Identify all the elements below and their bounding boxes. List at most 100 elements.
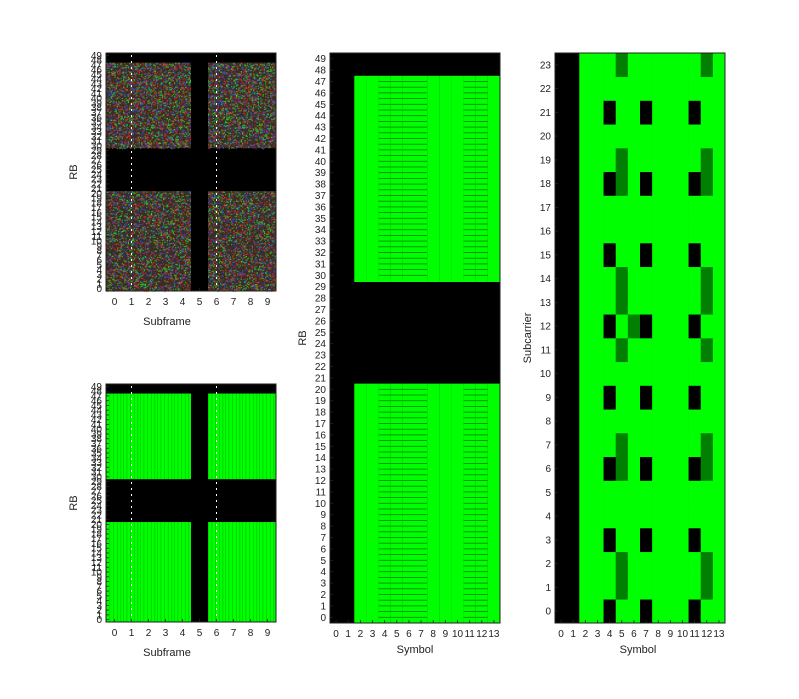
noise-sample	[107, 271, 109, 273]
noise-sample	[183, 256, 185, 258]
noise-sample	[184, 271, 187, 274]
noise-sample	[152, 263, 154, 265]
noise-sample	[164, 285, 166, 288]
noise-sample	[183, 245, 185, 248]
noise-sample	[163, 142, 165, 144]
noise-sample	[130, 234, 132, 236]
noise-sample	[160, 263, 162, 266]
noise-sample	[119, 228, 121, 230]
noise-sample	[136, 262, 138, 264]
noise-sample	[144, 236, 147, 238]
noise-sample	[182, 237, 184, 239]
noise-sample	[140, 252, 142, 254]
noise-sample	[140, 197, 142, 200]
noise-sample	[127, 209, 130, 212]
noise-sample	[160, 267, 162, 269]
noise-sample	[152, 191, 154, 193]
noise-sample	[141, 108, 143, 110]
noise-sample	[142, 110, 144, 112]
noise-sample	[171, 223, 173, 226]
noise-sample	[121, 221, 123, 223]
noise-sample	[115, 196, 117, 198]
noise-sample	[119, 134, 121, 136]
noise-sample	[149, 260, 151, 262]
noise-sample	[137, 216, 139, 218]
noise-sample	[153, 220, 155, 222]
noise-sample	[108, 243, 110, 245]
noise-sample	[167, 205, 170, 207]
noise-sample	[116, 72, 119, 75]
noise-sample	[149, 134, 151, 136]
noise-sample	[147, 218, 149, 221]
noise-sample	[152, 203, 154, 206]
noise-sample	[166, 205, 168, 207]
noise-sample	[147, 210, 149, 212]
noise-sample	[115, 229, 117, 232]
noise-sample	[176, 240, 178, 243]
noise-sample	[167, 124, 170, 126]
noise-sample	[114, 108, 116, 110]
noise-sample	[116, 247, 119, 249]
noise-sample	[119, 69, 121, 72]
noise-sample	[155, 233, 157, 235]
noise-sample	[119, 81, 121, 84]
noise-sample	[130, 147, 132, 150]
noise-sample	[131, 248, 133, 250]
noise-sample	[178, 249, 181, 251]
noise-sample	[147, 108, 149, 110]
noise-sample	[150, 273, 153, 275]
noise-sample	[141, 207, 143, 209]
noise-sample	[169, 86, 171, 89]
noise-sample	[153, 92, 155, 94]
noise-sample	[150, 256, 153, 259]
noise-sample	[144, 87, 147, 89]
noise-sample	[132, 252, 134, 254]
noise-sample	[120, 63, 122, 65]
noise-sample	[114, 272, 116, 274]
noise-sample	[165, 75, 167, 77]
noise-sample	[107, 279, 109, 281]
noise-sample	[153, 134, 155, 136]
noise-sample	[142, 94, 144, 96]
noise-sample	[158, 134, 160, 136]
noise-sample	[155, 140, 157, 143]
noise-sample	[138, 115, 140, 117]
noise-sample	[118, 193, 120, 195]
noise-sample	[142, 145, 144, 147]
noise-sample	[108, 111, 110, 114]
noise-sample	[186, 259, 188, 262]
noise-sample	[142, 96, 144, 98]
noise-sample	[108, 286, 110, 288]
noise-sample	[135, 115, 137, 117]
noise-sample	[109, 225, 111, 227]
noise-sample	[119, 129, 121, 131]
noise-sample	[115, 268, 117, 270]
noise-sample	[112, 236, 114, 238]
noise-sample	[131, 269, 133, 271]
noise-sample	[108, 215, 110, 218]
noise-sample	[137, 91, 139, 93]
noise-sample	[140, 244, 142, 246]
noise-sample	[155, 209, 157, 211]
noise-sample	[171, 262, 173, 264]
noise-sample	[187, 238, 189, 240]
noise-sample	[120, 118, 122, 121]
noise-sample	[118, 97, 120, 99]
noise-sample	[187, 259, 189, 261]
noise-sample	[113, 232, 115, 234]
noise-sample	[116, 105, 119, 108]
noise-sample	[154, 285, 156, 287]
noise-sample	[115, 232, 117, 234]
noise-sample	[108, 94, 110, 96]
noise-sample	[165, 93, 167, 95]
noise-sample	[171, 229, 173, 232]
noise-sample	[107, 230, 109, 232]
noise-sample	[135, 146, 137, 148]
noise-sample	[180, 221, 182, 223]
noise-sample	[170, 237, 172, 239]
noise-sample	[137, 225, 139, 227]
noise-sample	[130, 227, 132, 229]
noise-sample	[130, 127, 132, 129]
noise-sample	[121, 227, 123, 229]
noise-sample	[144, 256, 147, 258]
